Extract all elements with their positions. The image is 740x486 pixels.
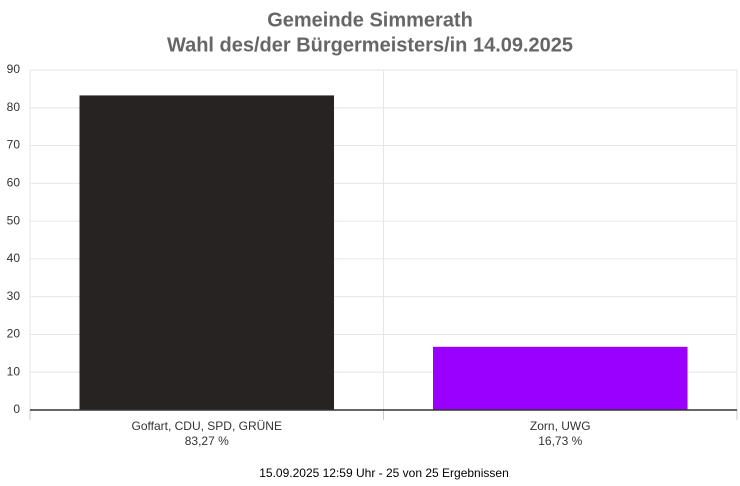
x-tick-label: Zorn, UWG: [530, 419, 591, 433]
y-tick-label: 70: [7, 138, 21, 152]
bar: [79, 95, 335, 411]
y-tick-label: 30: [7, 289, 21, 303]
value-label: 16,73 %: [538, 434, 582, 448]
value-label: 83,27 %: [185, 434, 229, 448]
chart-title: Gemeinde Simmerath: [267, 9, 473, 31]
x-tick-label: Goffart, CDU, SPD, GRÜNE: [132, 419, 282, 433]
footer: 15.09.2025 12:59 Uhr - 25 von 25 Ergebni…: [259, 466, 509, 480]
bar: [432, 346, 688, 410]
y-tick-label: 20: [7, 327, 21, 341]
y-tick-label: 50: [7, 213, 21, 227]
chart-subtitle: Wahl des/der Bürgermeisters/in 14.09.202…: [167, 34, 573, 56]
y-tick-label: 90: [7, 62, 21, 76]
y-tick-label: 0: [13, 402, 20, 416]
y-tick-label: 40: [7, 251, 21, 265]
y-tick-label: 80: [7, 100, 21, 114]
y-tick-label: 60: [7, 176, 21, 190]
y-tick-label: 10: [7, 364, 21, 378]
